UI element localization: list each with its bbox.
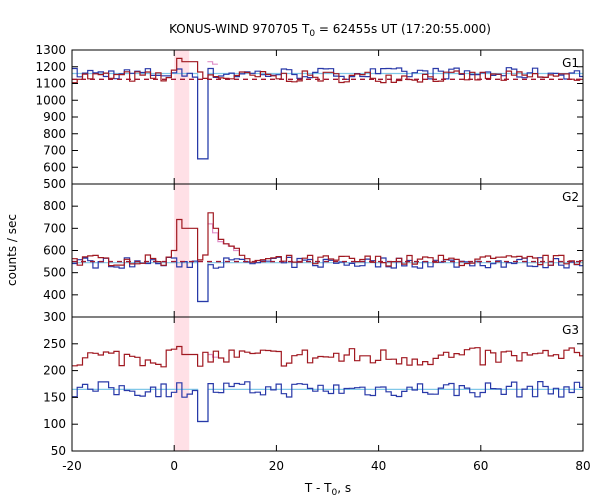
x-tick-label: 60 xyxy=(473,459,488,473)
panel-frame xyxy=(71,183,584,318)
panel-frame xyxy=(71,316,584,452)
series-lightblue xyxy=(72,72,583,160)
title-sub: 0 xyxy=(309,29,315,39)
series-group xyxy=(72,212,583,303)
y-tick-label: 100 xyxy=(43,417,66,431)
y-tick-label: 1100 xyxy=(35,77,66,91)
y-tick-label: 800 xyxy=(43,127,66,141)
xlabel-main: T - T xyxy=(304,481,332,495)
trigger-band xyxy=(174,50,190,184)
y-tick-label: 300 xyxy=(43,310,66,324)
x-axis-label: T - T0, s xyxy=(304,481,351,498)
series-pink xyxy=(207,61,218,65)
panel-label: G1 xyxy=(562,56,579,70)
y-tick-label: 250 xyxy=(43,337,66,351)
y-tick-label: 700 xyxy=(43,144,66,158)
y-tick-label: 400 xyxy=(43,288,66,302)
y-tick-label: 600 xyxy=(43,244,66,258)
series-lightblue xyxy=(72,388,583,423)
y-axis-label: counts / sec xyxy=(5,214,19,286)
panel-label: G3 xyxy=(562,323,579,337)
chart-title: KONUS-WIND 970705 T0 = 62455s UT (17:20:… xyxy=(169,22,491,39)
series-lightblue xyxy=(72,262,583,303)
series-blue xyxy=(72,67,583,160)
trigger-band xyxy=(174,184,190,317)
y-tick-label: 150 xyxy=(43,390,66,404)
y-tick-label: 1300 xyxy=(35,43,66,57)
title-main: KONUS-WIND 970705 T xyxy=(169,22,310,36)
x-tick-label: 20 xyxy=(269,459,284,473)
series-red xyxy=(72,212,583,267)
title-rest: = 62455s UT (17:20:55.000) xyxy=(315,22,491,36)
series-blue xyxy=(72,381,583,423)
y-tick-label: 1000 xyxy=(35,93,66,107)
x-tick-label: -20 xyxy=(62,459,82,473)
series-pink xyxy=(207,353,218,358)
y-tick-label: 1200 xyxy=(35,60,66,74)
y-tick-label: 800 xyxy=(43,199,66,213)
series-red xyxy=(72,57,583,84)
x-tick-label: 80 xyxy=(575,459,590,473)
xlabel-rest: , s xyxy=(337,481,351,495)
x-tick-label: 40 xyxy=(371,459,386,473)
y-tick-label: 500 xyxy=(43,266,66,280)
xlabel-sub: 0 xyxy=(332,488,338,498)
y-tick-label: 200 xyxy=(43,364,66,378)
y-tick-label: 700 xyxy=(43,221,66,235)
series-group xyxy=(72,345,583,423)
series-red xyxy=(72,345,583,368)
series-blue xyxy=(72,256,583,303)
plot-area: 5006007008009001000110012001300G13004005… xyxy=(35,43,590,473)
y-tick-label: 900 xyxy=(43,110,66,124)
x-tick-label: 0 xyxy=(170,459,178,473)
panel-label: G2 xyxy=(562,190,579,204)
series-group xyxy=(72,57,583,160)
y-tick-label: 500 xyxy=(43,177,66,191)
y-tick-label: 600 xyxy=(43,160,66,174)
y-tick-label: 50 xyxy=(51,444,66,458)
